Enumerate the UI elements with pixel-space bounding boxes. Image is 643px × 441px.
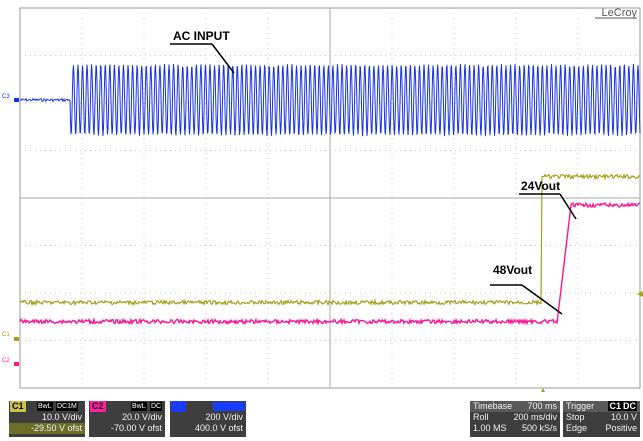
trigger-type: Edge xyxy=(566,423,588,433)
channel-c1-bw-tag: BwL xyxy=(37,402,53,411)
24vout-annotation: 24Vout xyxy=(519,179,577,220)
trigger-source-chip: C1 xyxy=(608,401,622,411)
channel-c1-offset: -29.50 V ofst xyxy=(9,423,85,434)
channel-c2-chip: C2 xyxy=(90,401,106,412)
channel-c2-vdiv: 20.0 V/div xyxy=(121,412,162,422)
waveform-traces xyxy=(14,63,641,366)
timebase-mode: Roll xyxy=(473,412,489,422)
timebase-panel[interactable]: Timebase 700 ms Roll 200 ms/div 1.00 MS … xyxy=(470,401,560,437)
trigger-time-marker xyxy=(541,388,545,392)
timebase-value: 700 ms xyxy=(527,401,557,411)
48vout-annotation: 48Vout xyxy=(490,263,563,315)
ac-input-trace xyxy=(19,63,641,137)
channel-c2-offset: -70.00 V ofst xyxy=(110,423,162,433)
timebase-samples: 1.00 MS xyxy=(473,423,507,433)
channel-c1-vdiv: 10.0 V/div xyxy=(41,412,82,422)
c3-level-marker xyxy=(14,98,19,102)
trigger-label: Trigger xyxy=(566,401,595,411)
48vout-trace xyxy=(19,201,641,326)
trigger-slope: Positive xyxy=(605,423,637,433)
48vout-label: 48Vout xyxy=(493,263,532,277)
trigger-coupling: DC xyxy=(622,401,637,411)
trigger-level-marker xyxy=(637,291,643,297)
24vout-trace xyxy=(19,172,641,307)
channel-c3-vdiv: 200 V/div xyxy=(205,412,243,422)
trigger-level: 10.0 V xyxy=(610,412,637,422)
ac-input-annotation: AC INPUT xyxy=(170,29,235,74)
channel-c3-chip xyxy=(171,401,186,412)
channel-c3-bw-tag xyxy=(213,402,229,411)
channel-c2-panel[interactable]: C2 BwL DC 20.0 V/div -70.00 V ofst xyxy=(89,401,165,437)
c2-marker: C2 xyxy=(2,358,10,364)
brand-logo: LeCroy xyxy=(602,7,638,19)
channel-c3-coupling-tag xyxy=(229,402,245,411)
channel-c1-coupling-tag: DC1M xyxy=(56,402,78,411)
channel-c1-panel[interactable]: C1 BwL DC1M 10.0 V/div -29.50 V ofst xyxy=(9,401,85,437)
timebase-div: 200 ms/div xyxy=(513,412,557,422)
trigger-mode: Stop xyxy=(566,412,585,422)
c1-level-marker xyxy=(14,337,19,341)
c3-marker: C3 xyxy=(2,94,10,100)
24vout-label: 24Vout xyxy=(521,179,560,193)
waveform-display: AC INPUT 24Vout 48Vout LeCroy C3 C1 C2 xyxy=(2,7,643,392)
c1-marker: C1 xyxy=(2,332,10,338)
ac-input-label: AC INPUT xyxy=(173,29,230,43)
channel-c2-coupling-tag: DC xyxy=(150,402,163,411)
timebase-rate: 500 kS/s xyxy=(521,423,557,433)
trigger-panel[interactable]: Trigger C1 DC Stop 10.0 V Edge Positive xyxy=(563,401,640,437)
channel-c3-offset: 400.0 V ofst xyxy=(194,423,243,433)
channel-c2-bw-tag: BwL xyxy=(131,402,147,411)
c2-level-marker xyxy=(14,362,19,366)
channel-c1-chip: C1 xyxy=(10,401,26,412)
channel-c3-panel[interactable]: 200 V/div 400.0 V ofst xyxy=(170,401,246,437)
graticule-grid xyxy=(19,7,641,389)
scope-info-bar: C1 BwL DC1M 10.0 V/div -29.50 V ofst C2 … xyxy=(0,397,643,441)
timebase-label: Timebase xyxy=(473,401,513,411)
